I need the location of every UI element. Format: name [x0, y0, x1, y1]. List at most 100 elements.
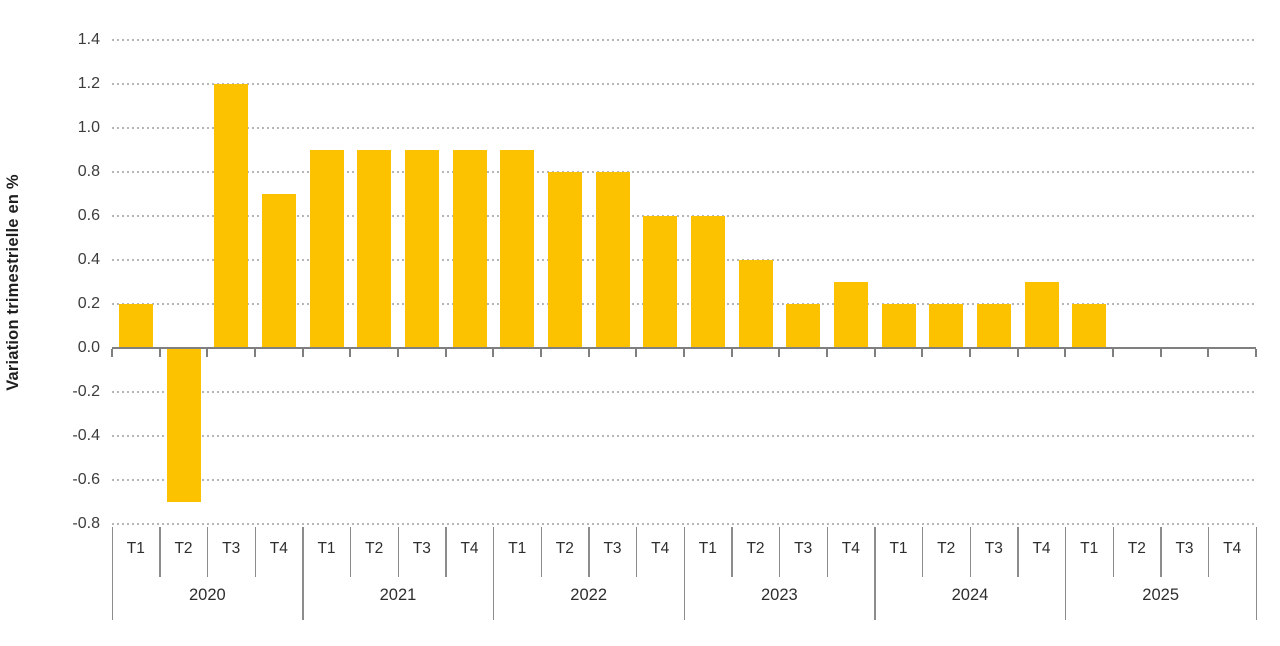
quarter-separator-line	[921, 527, 924, 577]
x-axis-line	[112, 347, 1256, 349]
x-axis-tick	[349, 349, 352, 357]
quarter-label: T3	[1175, 540, 1194, 557]
bar-2020-T4	[261, 194, 296, 348]
bar-2021-T4	[452, 150, 487, 348]
quarter-label: T4	[1032, 540, 1051, 557]
quarter-separator-line	[349, 527, 352, 577]
year-separator-line	[111, 527, 113, 620]
quarter-label: T1	[126, 540, 145, 557]
quarter-separator-line	[778, 527, 781, 577]
quarter-label: T4	[460, 540, 479, 557]
bar-2020-T3	[214, 84, 249, 348]
bar-2022-T2	[547, 172, 582, 348]
x-axis-tick	[873, 349, 876, 357]
year-separator-line	[492, 527, 495, 620]
year-label: 2022	[570, 586, 608, 604]
bar-2023-T2	[738, 260, 773, 348]
y-axis-title: Variation trimestrielle en %	[0, 40, 28, 524]
quarter-separator-line	[826, 527, 828, 577]
quarter-label: T2	[555, 540, 574, 557]
x-axis-tick	[301, 349, 304, 357]
bar-2024-T4	[1024, 282, 1059, 348]
x-axis-tick	[158, 349, 161, 357]
x-axis-tick	[826, 349, 828, 357]
x-axis-tick	[397, 349, 399, 357]
year-label: 2024	[951, 586, 989, 604]
gridline	[112, 83, 1256, 85]
y-tick-label: 1.0	[77, 119, 100, 136]
bar-2024-T1	[881, 304, 916, 348]
x-axis-tick	[254, 349, 256, 357]
x-axis-table: T1 T2 T3 T4 2020 T1 T2 T3 T4 2021 T1 T2 T3 T4 2022 T1 T2…	[111, 524, 1257, 624]
quarter-separator-line	[1112, 527, 1114, 577]
x-axis-tick	[969, 349, 971, 357]
x-axis-tick	[730, 349, 733, 357]
quarter-separator-line	[206, 527, 209, 577]
bar-2020-T2	[166, 348, 201, 502]
quarter-separator-line	[588, 527, 590, 577]
year-label: 2023	[760, 586, 798, 604]
quarter-label: T1	[508, 540, 527, 557]
x-axis-tick	[635, 349, 638, 357]
gridline	[112, 435, 1256, 437]
gridline	[112, 523, 1256, 525]
x-axis-tick	[206, 349, 209, 357]
bar-2022-T1	[500, 150, 535, 348]
x-axis-tick	[111, 349, 113, 357]
quarter-label: T4	[651, 540, 670, 557]
x-axis-tick	[540, 349, 542, 357]
quarter-label: T3	[603, 540, 622, 557]
quarter-label: T1	[317, 540, 336, 557]
year-label: 2025	[1142, 586, 1180, 604]
quarter-label: T2	[937, 540, 956, 557]
plot-area: 1.4 1.2 1.0 0.8 0.6 0.4 0.2 0.0 -0.2 -0.4 -0.6 -0.8	[72, 32, 1257, 532]
x-axis-tick	[1064, 349, 1067, 357]
year-separator-line	[1064, 527, 1067, 620]
x-axis-tick	[683, 349, 685, 357]
bar-2021-T2	[357, 150, 392, 348]
bar-2023-T3	[786, 304, 821, 348]
x-axis-tick	[1016, 349, 1019, 357]
quarter-label: T2	[746, 540, 765, 557]
x-axis-tick	[492, 349, 495, 357]
y-tick-label: 0.8	[77, 163, 100, 180]
bar-2020-T1	[118, 304, 153, 348]
quarter-separator-line	[397, 527, 399, 577]
y-tick-label: 0.2	[77, 295, 100, 312]
x-axis-tick	[587, 349, 590, 357]
y-tick-label: 0.0	[77, 339, 100, 356]
y-tick-label: 1.2	[77, 75, 100, 92]
quarter-label: T1	[1080, 540, 1099, 557]
gridline	[112, 127, 1256, 129]
quarter-separator-line	[159, 527, 161, 577]
quarter-label: T3	[412, 540, 431, 557]
year-separator-line	[683, 527, 685, 620]
gridline	[112, 303, 1256, 305]
x-axis-tick	[1159, 349, 1162, 357]
gridline	[112, 215, 1256, 217]
bar-2022-T3	[595, 172, 630, 348]
year-separator-line	[302, 527, 304, 620]
x-axis-tick	[778, 349, 781, 357]
bar-2024-T2	[929, 304, 964, 348]
bar-2023-T4	[833, 282, 868, 348]
bar-2023-T1	[690, 216, 725, 348]
x-axis-tick	[1112, 349, 1114, 357]
y-tick-label: -0.2	[72, 383, 100, 400]
year-separator-line	[1255, 527, 1257, 620]
y-tick-label: 1.4	[77, 31, 100, 48]
gridline	[112, 171, 1256, 173]
gridline	[112, 259, 1256, 261]
bar-2024-T3	[976, 304, 1011, 348]
quarter-label: T4	[1223, 540, 1242, 557]
quarter-label: T3	[984, 540, 1003, 557]
quarter-label: T2	[174, 540, 193, 557]
y-tick-label: -0.4	[72, 427, 100, 444]
bar-2021-T3	[404, 150, 439, 348]
bar-2025-T1	[1072, 304, 1107, 348]
gridline	[112, 479, 1256, 481]
quarter-separator-line	[445, 527, 447, 577]
year-label: 2020	[188, 586, 226, 604]
quarter-label: T2	[365, 540, 384, 557]
